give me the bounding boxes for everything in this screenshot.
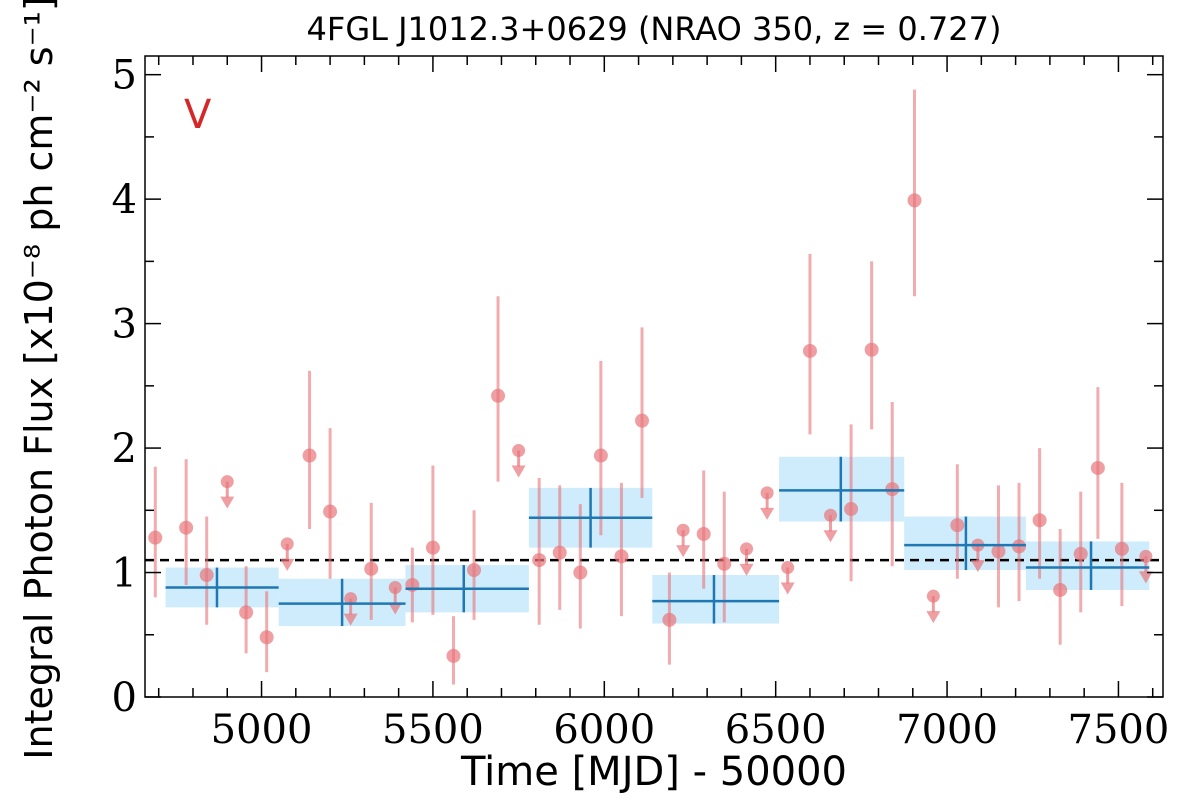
x-tick-label: 5000 xyxy=(211,707,313,753)
y-axis-label: Integral Photon Flux [x10⁻⁸ ph cm⁻² s⁻¹] xyxy=(17,0,61,760)
y-tick-label: 4 xyxy=(112,177,137,223)
upper-limit-arrow xyxy=(926,611,941,624)
chart-title: 4FGL J1012.3+0629 (NRAO 350, z = 0.727) xyxy=(307,10,1002,48)
flux-point xyxy=(259,630,274,645)
x-tick-label: 5500 xyxy=(382,707,484,753)
flux-point xyxy=(907,193,922,208)
upper-limit-arrow xyxy=(676,545,691,558)
plot-frame xyxy=(144,55,1164,698)
y-tick-label: 2 xyxy=(112,426,137,472)
x-axis-label: Time [MJD] - 50000 xyxy=(460,749,847,795)
flux-point xyxy=(1053,582,1068,597)
flux-point xyxy=(662,612,677,627)
flux-point xyxy=(179,520,194,535)
upper-limit-arrow xyxy=(970,560,985,573)
flux-point xyxy=(532,553,547,568)
x-tick-label: 7500 xyxy=(1068,707,1170,753)
flux-point xyxy=(239,605,254,620)
flux-point xyxy=(573,565,588,580)
flux-point xyxy=(635,413,650,428)
flux-point xyxy=(950,518,965,533)
x-tick-label: 6000 xyxy=(553,707,655,753)
flux-point xyxy=(696,526,711,541)
flux-point xyxy=(1090,460,1105,475)
axes-layer: 0 1 2 3 4 5 5000 5500 6000 6500 7000 7500 xyxy=(112,53,1170,753)
flux-point xyxy=(1114,541,1129,556)
flux-point xyxy=(991,544,1006,559)
block-band xyxy=(1025,541,1150,590)
upper-limit-arrow xyxy=(343,613,358,626)
flux-point xyxy=(302,448,317,463)
y-tick-label: 1 xyxy=(112,551,137,597)
flux-point xyxy=(364,561,379,576)
flux-point xyxy=(199,568,214,583)
flux-point xyxy=(323,504,338,519)
upper-limit-arrow xyxy=(739,563,754,576)
upper-limit-arrow xyxy=(780,582,795,595)
block-lines-layer xyxy=(165,456,1150,627)
flux-point xyxy=(148,530,163,545)
upper-limit-arrow xyxy=(388,602,403,615)
flux-point xyxy=(717,556,732,571)
flux-point xyxy=(552,545,567,560)
y-tick-label: 5 xyxy=(112,53,137,99)
flux-point xyxy=(425,540,440,555)
flux-point xyxy=(1073,546,1088,561)
upper-limit-arrow xyxy=(220,496,235,509)
upper-limit-arrow xyxy=(823,530,838,543)
flux-point xyxy=(446,648,461,663)
x-tick-label: 6500 xyxy=(725,707,827,753)
upper-limit-arrow xyxy=(760,507,775,520)
flux-point xyxy=(864,342,879,357)
flux-point xyxy=(614,549,629,564)
upper-limit-arrow xyxy=(511,465,526,478)
flux-point xyxy=(802,343,817,358)
panel-letter: V xyxy=(184,92,212,138)
flux-point xyxy=(844,502,859,517)
y-tick-label: 0 xyxy=(112,675,137,721)
flux-point xyxy=(491,388,506,403)
upper-limit-arrow xyxy=(280,558,295,571)
flux-point xyxy=(467,563,482,578)
upper-limit-arrow xyxy=(1138,571,1153,584)
flux-point xyxy=(593,448,608,463)
y-tick-label: 3 xyxy=(112,302,137,348)
points-layer xyxy=(148,89,1153,685)
flux-point xyxy=(1032,513,1047,528)
x-tick-label: 7000 xyxy=(896,707,998,753)
